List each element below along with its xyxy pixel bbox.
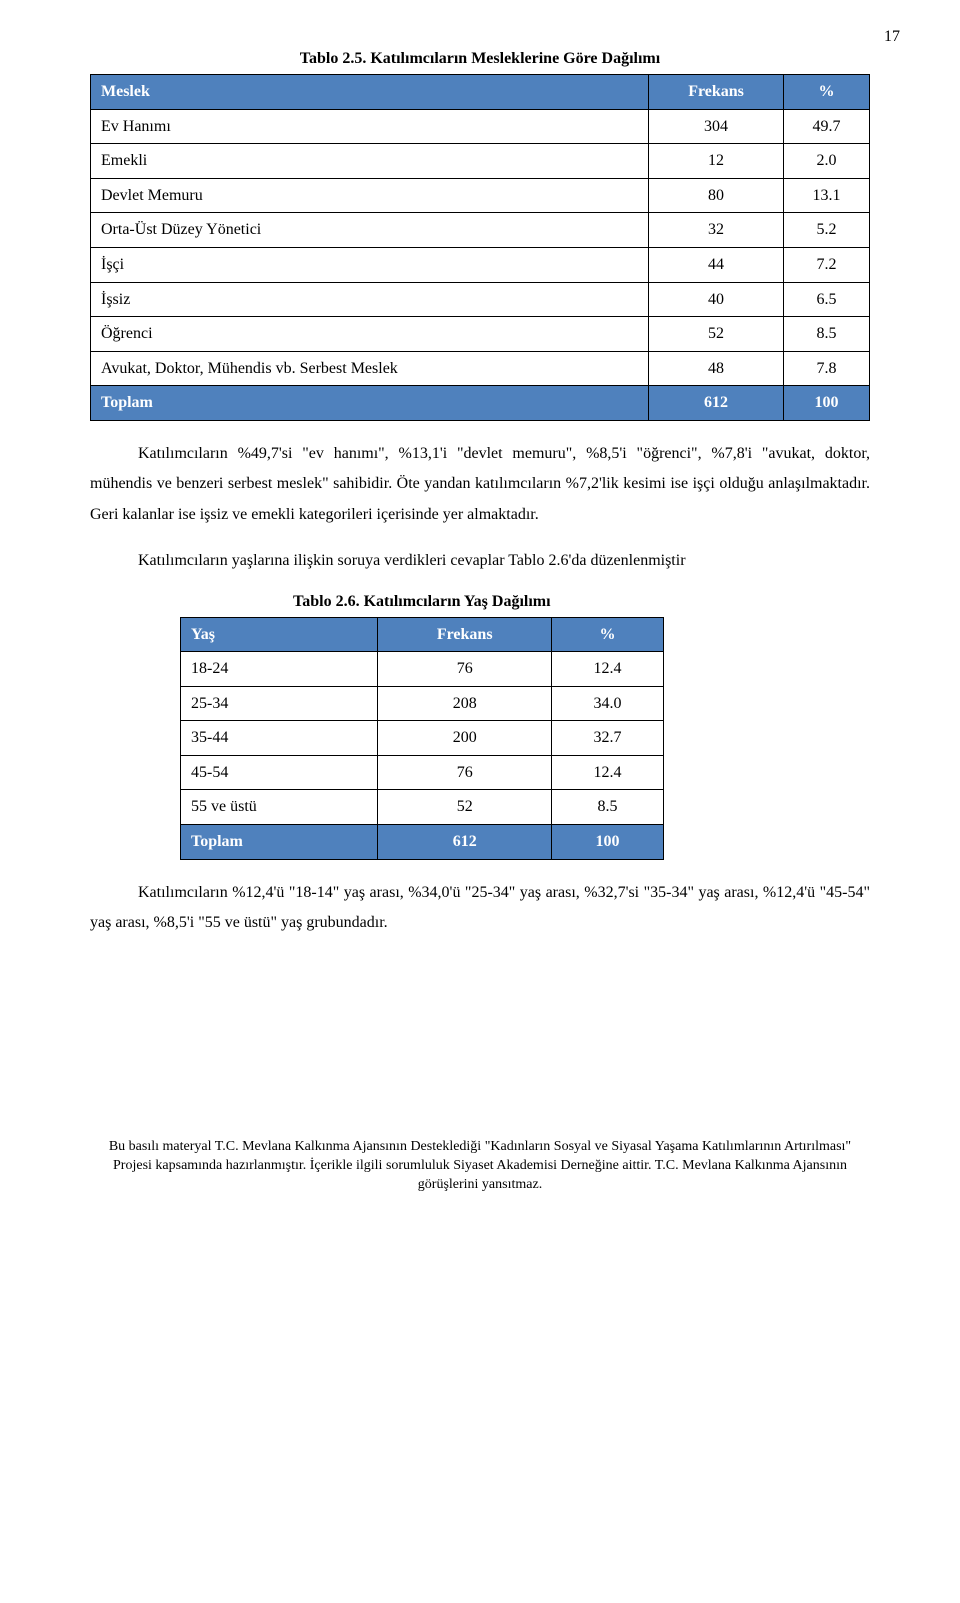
cell-label: Toplam <box>91 386 649 421</box>
cell-pct: 7.8 <box>783 351 869 386</box>
paragraph-3: Katılımcıların %12,4'ü "18-14" yaş arası… <box>90 878 870 939</box>
cell-freq: 12 <box>649 144 784 179</box>
cell-pct: 8.5 <box>783 317 869 352</box>
table-row: 35-44 200 32.7 <box>181 721 664 756</box>
cell-label: Ev Hanımı <box>91 109 649 144</box>
table-row: 45-54 76 12.4 <box>181 755 664 790</box>
cell-pct: 12.4 <box>552 652 663 687</box>
page-number: 17 <box>884 28 900 46</box>
cell-pct: 5.2 <box>783 213 869 248</box>
table-row: İşçi 44 7.2 <box>91 247 870 282</box>
table1-title: Tablo 2.5. Katılımcıların Mesleklerine G… <box>90 50 870 68</box>
cell-freq: 208 <box>378 686 552 721</box>
table1-col-0: Meslek <box>91 75 649 110</box>
cell-label: Avukat, Doktor, Mühendis vb. Serbest Mes… <box>91 351 649 386</box>
cell-freq: 304 <box>649 109 784 144</box>
cell-freq: 48 <box>649 351 784 386</box>
cell-freq: 612 <box>378 825 552 860</box>
cell-freq: 80 <box>649 178 784 213</box>
table-row: Emekli 12 2.0 <box>91 144 870 179</box>
table1-col-2: % <box>783 75 869 110</box>
table2-col-0: Yaş <box>181 617 378 652</box>
table1: Meslek Frekans % Ev Hanımı 304 49.7 Emek… <box>90 74 870 421</box>
cell-freq: 612 <box>649 386 784 421</box>
table2-body: 18-24 76 12.4 25-34 208 34.0 35-44 200 3… <box>181 652 664 860</box>
cell-freq: 76 <box>378 652 552 687</box>
cell-label: 25-34 <box>181 686 378 721</box>
cell-pct: 34.0 <box>552 686 663 721</box>
table-row: 18-24 76 12.4 <box>181 652 664 687</box>
cell-label: 45-54 <box>181 755 378 790</box>
table2-col-2: % <box>552 617 663 652</box>
cell-label: Orta-Üst Düzey Yönetici <box>91 213 649 248</box>
cell-freq: 40 <box>649 282 784 317</box>
table2-total-row: Toplam 612 100 <box>181 825 664 860</box>
cell-freq: 32 <box>649 213 784 248</box>
table-row: Devlet Memuru 80 13.1 <box>91 178 870 213</box>
cell-freq: 52 <box>378 790 552 825</box>
table-row: Orta-Üst Düzey Yönetici 32 5.2 <box>91 213 870 248</box>
table2-title: Tablo 2.6. Katılımcıların Yaş Dağılımı <box>180 593 664 611</box>
paragraph-1: Katılımcıların %49,7'si "ev hanımı", %13… <box>90 439 870 530</box>
cell-pct: 2.0 <box>783 144 869 179</box>
table1-col-1: Frekans <box>649 75 784 110</box>
cell-pct: 100 <box>552 825 663 860</box>
cell-freq: 44 <box>649 247 784 282</box>
paragraph-2: Katılımcıların yaşlarına ilişkin soruya … <box>90 546 870 576</box>
cell-label: 55 ve üstü <box>181 790 378 825</box>
cell-label: Emekli <box>91 144 649 179</box>
footer-note: Bu basılı materyal T.C. Mevlana Kalkınma… <box>90 1138 870 1195</box>
cell-pct: 13.1 <box>783 178 869 213</box>
cell-label: İşsiz <box>91 282 649 317</box>
table-row: Ev Hanımı 304 49.7 <box>91 109 870 144</box>
cell-label: Öğrenci <box>91 317 649 352</box>
table2-col-1: Frekans <box>378 617 552 652</box>
table1-header-row: Meslek Frekans % <box>91 75 870 110</box>
cell-pct: 49.7 <box>783 109 869 144</box>
table2: Yaş Frekans % 18-24 76 12.4 25-34 208 34… <box>180 617 664 860</box>
cell-label: 18-24 <box>181 652 378 687</box>
cell-pct: 6.5 <box>783 282 869 317</box>
cell-freq: 200 <box>378 721 552 756</box>
cell-freq: 76 <box>378 755 552 790</box>
table-row: 55 ve üstü 52 8.5 <box>181 790 664 825</box>
table2-header-row: Yaş Frekans % <box>181 617 664 652</box>
table1-body: Ev Hanımı 304 49.7 Emekli 12 2.0 Devlet … <box>91 109 870 420</box>
cell-pct: 7.2 <box>783 247 869 282</box>
cell-label: Devlet Memuru <box>91 178 649 213</box>
table1-total-row: Toplam 612 100 <box>91 386 870 421</box>
table2-wrap: Tablo 2.6. Katılımcıların Yaş Dağılımı Y… <box>180 593 664 860</box>
cell-pct: 100 <box>783 386 869 421</box>
table-row: Avukat, Doktor, Mühendis vb. Serbest Mes… <box>91 351 870 386</box>
cell-label: Toplam <box>181 825 378 860</box>
table-row: İşsiz 40 6.5 <box>91 282 870 317</box>
cell-label: İşçi <box>91 247 649 282</box>
cell-pct: 12.4 <box>552 755 663 790</box>
cell-label: 35-44 <box>181 721 378 756</box>
page: 17 Tablo 2.5. Katılımcıların Mesleklerin… <box>0 0 960 1603</box>
table-row: Öğrenci 52 8.5 <box>91 317 870 352</box>
cell-freq: 52 <box>649 317 784 352</box>
cell-pct: 8.5 <box>552 790 663 825</box>
cell-pct: 32.7 <box>552 721 663 756</box>
table-row: 25-34 208 34.0 <box>181 686 664 721</box>
